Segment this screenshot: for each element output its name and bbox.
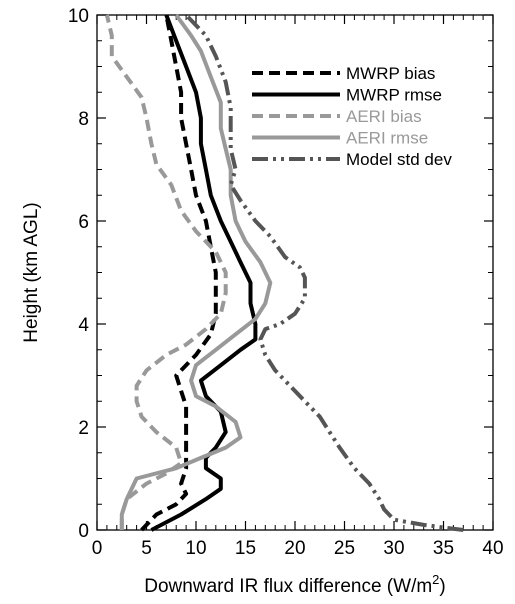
y-tick-label: 0	[78, 521, 89, 542]
legend-label: AERI rmse	[346, 129, 428, 148]
x-tick-label: 10	[185, 538, 206, 559]
x-tick-label: 20	[284, 538, 305, 559]
x-tick-label: 25	[334, 538, 355, 559]
series-line-aeri-rmse	[119, 13, 273, 530]
series-line-mwrp-rmse	[150, 14, 258, 532]
legend-label: Model std dev	[346, 150, 452, 169]
legend-label: MWRP bias	[346, 64, 435, 83]
series-line-aeri-bias	[104, 14, 228, 530]
x-axis-title-end: )	[439, 576, 445, 597]
y-tick-label: 8	[78, 109, 89, 130]
series-line-model-std-dev	[184, 13, 464, 532]
legend: MWRP bias MWRP rmse AERI bias AERI rmse Mode…	[252, 64, 452, 169]
y-tick-label: 2	[78, 418, 89, 439]
x-tick-label: 40	[482, 538, 503, 559]
y-tick-label: 4	[78, 315, 89, 336]
x-axis-title-superscript: 2	[432, 572, 439, 587]
x-tick-label: 30	[383, 538, 404, 559]
x-tick-label: 35	[433, 538, 454, 559]
x-tick-label: 0	[92, 538, 103, 559]
legend-label: MWRP rmse	[346, 86, 442, 105]
x-axis-title-main: Downward IR flux difference (W/m	[144, 576, 432, 597]
x-tick-label: 15	[235, 538, 256, 559]
legend-label: AERI bias	[346, 107, 422, 126]
x-tick-label: 5	[141, 538, 152, 559]
y-axis-title: Height (km AGL)	[21, 202, 42, 342]
x-axis-title: Downward IR flux difference (W/m2)	[144, 572, 445, 597]
ticks-group: 0 5 10 15 20 25 30 35 40 0 2 4 6 8 10	[68, 6, 504, 559]
series-group	[104, 13, 464, 532]
y-tick-label: 6	[78, 212, 89, 233]
y-tick-label: 10	[68, 6, 89, 27]
